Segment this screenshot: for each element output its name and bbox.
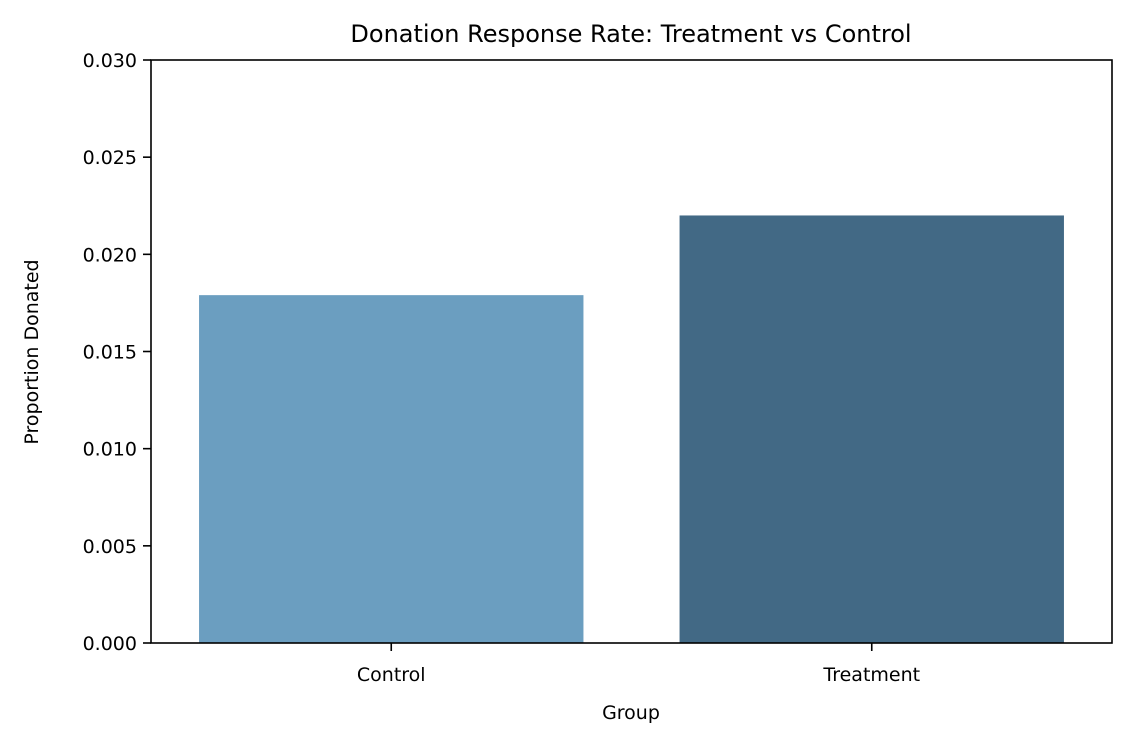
bars-layer: [199, 215, 1064, 643]
y-tick-label: 0.005: [83, 536, 137, 558]
plot-frame: [150, 59, 1113, 644]
y-tick-label: 0.010: [83, 439, 137, 461]
x-axis-ticks: Control Treatment: [357, 643, 920, 686]
y-tick-label: 0.030: [83, 50, 137, 72]
y-tick-label: 0.015: [83, 342, 137, 364]
y-tick-label: 0.020: [83, 244, 137, 266]
y-axis-label: Proportion Donated: [21, 259, 43, 444]
x-axis-label: Group: [602, 702, 660, 724]
y-tick-label: 0.025: [83, 147, 137, 169]
chart-title: Donation Response Rate: Treatment vs Con…: [350, 20, 911, 48]
bar-control: [199, 295, 584, 643]
y-axis-ticks: 0.000 0.005 0.010 0.015 0.020 0.025 0.030: [83, 50, 151, 655]
x-tick-label-treatment: Treatment: [822, 664, 920, 686]
x-tick-label-control: Control: [357, 664, 426, 686]
bar-treatment: [679, 215, 1064, 643]
y-tick-label: 0.000: [83, 633, 137, 655]
